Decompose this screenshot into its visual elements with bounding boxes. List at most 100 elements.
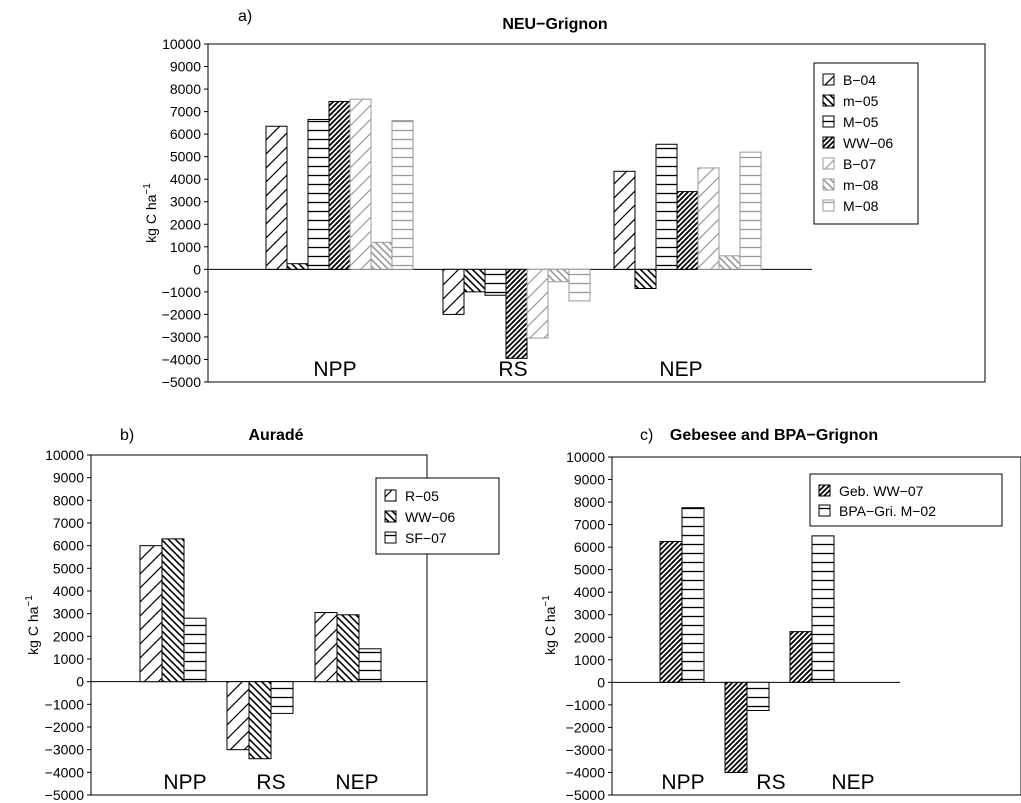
- legend-swatch: [818, 504, 831, 517]
- legend-entry-label: WW−06: [405, 509, 455, 525]
- bar-nep-2: [336, 614, 360, 683]
- y-tick-label: −4000: [566, 764, 606, 780]
- bar-npp-2: [286, 263, 309, 270]
- y-tick-label: 6000: [170, 126, 201, 142]
- chart-panel-3: 1000090008000700060005000400030002000100…: [541, 427, 1021, 803]
- bar-nep-5: [697, 167, 720, 270]
- bar-nep-7: [739, 151, 762, 270]
- bar-npp-3: [183, 617, 207, 683]
- plot-frame: [611, 456, 1021, 796]
- legend: Geb. WW−07 BPA−Gri. M−02: [809, 473, 1003, 527]
- y-axis-label: kg C ha−1: [142, 183, 159, 243]
- plot-frame: [207, 43, 986, 383]
- bar-rs-2: [248, 681, 272, 760]
- legend-swatch: [822, 115, 835, 128]
- legend-swatch: [822, 136, 835, 149]
- panel-label: c): [640, 427, 653, 444]
- legend-entry-label: M−08: [843, 198, 879, 214]
- y-tick-label: 10000: [566, 449, 605, 465]
- y-tick-label: −4000: [162, 351, 202, 367]
- y-tick-label: 9000: [574, 472, 605, 488]
- chart-title: Gebesee and BPA−Grignon: [670, 427, 878, 444]
- y-tick-label: 6000: [53, 538, 84, 554]
- legend-entry-label: M−05: [843, 114, 879, 130]
- category-label-rs: RS: [756, 771, 785, 794]
- bar-rs-5: [526, 268, 549, 339]
- category-label-rs: RS: [498, 358, 527, 381]
- legend-box: [809, 473, 1003, 527]
- legend-swatch: [822, 157, 835, 170]
- y-tick-label: 9000: [53, 470, 84, 486]
- bar-rs-2: [746, 681, 770, 711]
- legend-swatch: [822, 94, 835, 107]
- legend-entry-label: WW−06: [843, 135, 893, 151]
- bar-rs-3: [484, 268, 507, 296]
- y-tick-label: 6000: [574, 539, 605, 555]
- y-tick-label: 10000: [162, 36, 201, 52]
- y-tick-label: −5000: [566, 787, 606, 803]
- legend-swatch: [818, 484, 831, 497]
- category-label-npp: NPP: [661, 771, 704, 794]
- legend-entry-label: B−04: [843, 72, 876, 88]
- legend-swatch: [822, 199, 835, 212]
- legend: B−04 m−05 M−05 WW−06 B−07 m−08 M−08: [813, 62, 919, 225]
- chart-panel-2: 1000090008000700060005000400030002000100…: [24, 427, 500, 803]
- y-tick-label: 0: [193, 261, 201, 277]
- bar-rs-1: [442, 268, 465, 315]
- y-tick-label: 4000: [53, 583, 84, 599]
- bar-nep-3: [358, 648, 382, 683]
- y-tick-label: 1000: [53, 651, 84, 667]
- y-tick-label: 10000: [45, 447, 84, 463]
- chart-title: NEU−Grignon: [502, 16, 607, 33]
- y-tick-label: 3000: [574, 607, 605, 623]
- y-tick-label: 3000: [53, 606, 84, 622]
- legend-entry-label: B−07: [843, 156, 876, 172]
- bar-rs-4: [505, 268, 528, 359]
- bar-rs-6: [547, 268, 570, 283]
- bar-nep-1: [613, 170, 636, 270]
- y-tick-label: 3000: [170, 194, 201, 210]
- category-label-nep: NEP: [335, 771, 378, 794]
- y-tick-label: 7000: [53, 515, 84, 531]
- y-tick-label: 2000: [53, 628, 84, 644]
- bar-nep-1: [314, 612, 338, 683]
- bar-npp-1: [659, 541, 683, 683]
- legend-swatch: [822, 178, 835, 191]
- y-tick-label: 5000: [170, 149, 201, 165]
- bar-nep-1: [789, 631, 813, 683]
- y-tick-label: −5000: [162, 374, 202, 390]
- y-tick-label: −2000: [45, 719, 85, 735]
- chart-panel-1: 1000090008000700060005000400030002000100…: [142, 8, 986, 390]
- y-tick-label: −2000: [162, 306, 202, 322]
- bar-npp-7: [391, 120, 414, 270]
- bar-rs-2: [463, 268, 486, 293]
- y-tick-label: −5000: [45, 787, 85, 803]
- panel-label: b): [120, 427, 134, 444]
- y-tick-label: 7000: [574, 517, 605, 533]
- y-tick-label: 5000: [53, 560, 84, 576]
- legend-entry-label: SF−07: [405, 530, 447, 546]
- y-tick-label: −1000: [566, 697, 606, 713]
- bar-rs-1: [724, 681, 748, 773]
- category-label-npp: NPP: [313, 358, 356, 381]
- bar-nep-2: [811, 535, 835, 683]
- legend-swatch: [384, 510, 397, 523]
- chart-title: Auradé: [248, 427, 303, 444]
- category-label-nep: NEP: [831, 771, 874, 794]
- y-tick-label: 5000: [574, 562, 605, 578]
- y-tick-label: 8000: [170, 81, 201, 97]
- bar-npp-6: [370, 241, 393, 270]
- y-tick-label: −1000: [162, 284, 202, 300]
- bar-npp-1: [139, 545, 163, 683]
- bar-npp-5: [349, 98, 372, 270]
- y-tick-label: 8000: [574, 494, 605, 510]
- bar-nep-4: [676, 191, 699, 270]
- y-tick-label: −1000: [45, 696, 85, 712]
- y-tick-label: 0: [76, 674, 84, 690]
- y-axis-label: kg C ha−1: [541, 595, 558, 655]
- legend-entry-label: m−05: [843, 93, 879, 109]
- y-tick-label: 2000: [170, 216, 201, 232]
- y-tick-label: −3000: [162, 329, 202, 345]
- category-label-npp: NPP: [163, 771, 206, 794]
- bar-npp-2: [681, 507, 705, 683]
